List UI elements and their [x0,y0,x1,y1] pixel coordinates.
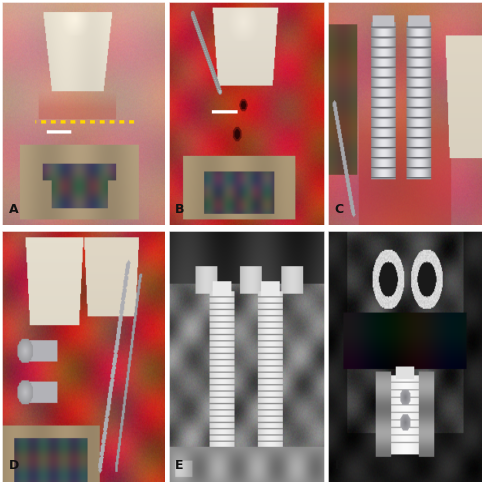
Text: A: A [9,203,18,216]
Text: F: F [334,458,343,471]
Text: E: E [175,458,183,471]
Text: C: C [334,203,344,216]
Text: B: B [175,203,185,216]
Text: D: D [9,458,19,471]
